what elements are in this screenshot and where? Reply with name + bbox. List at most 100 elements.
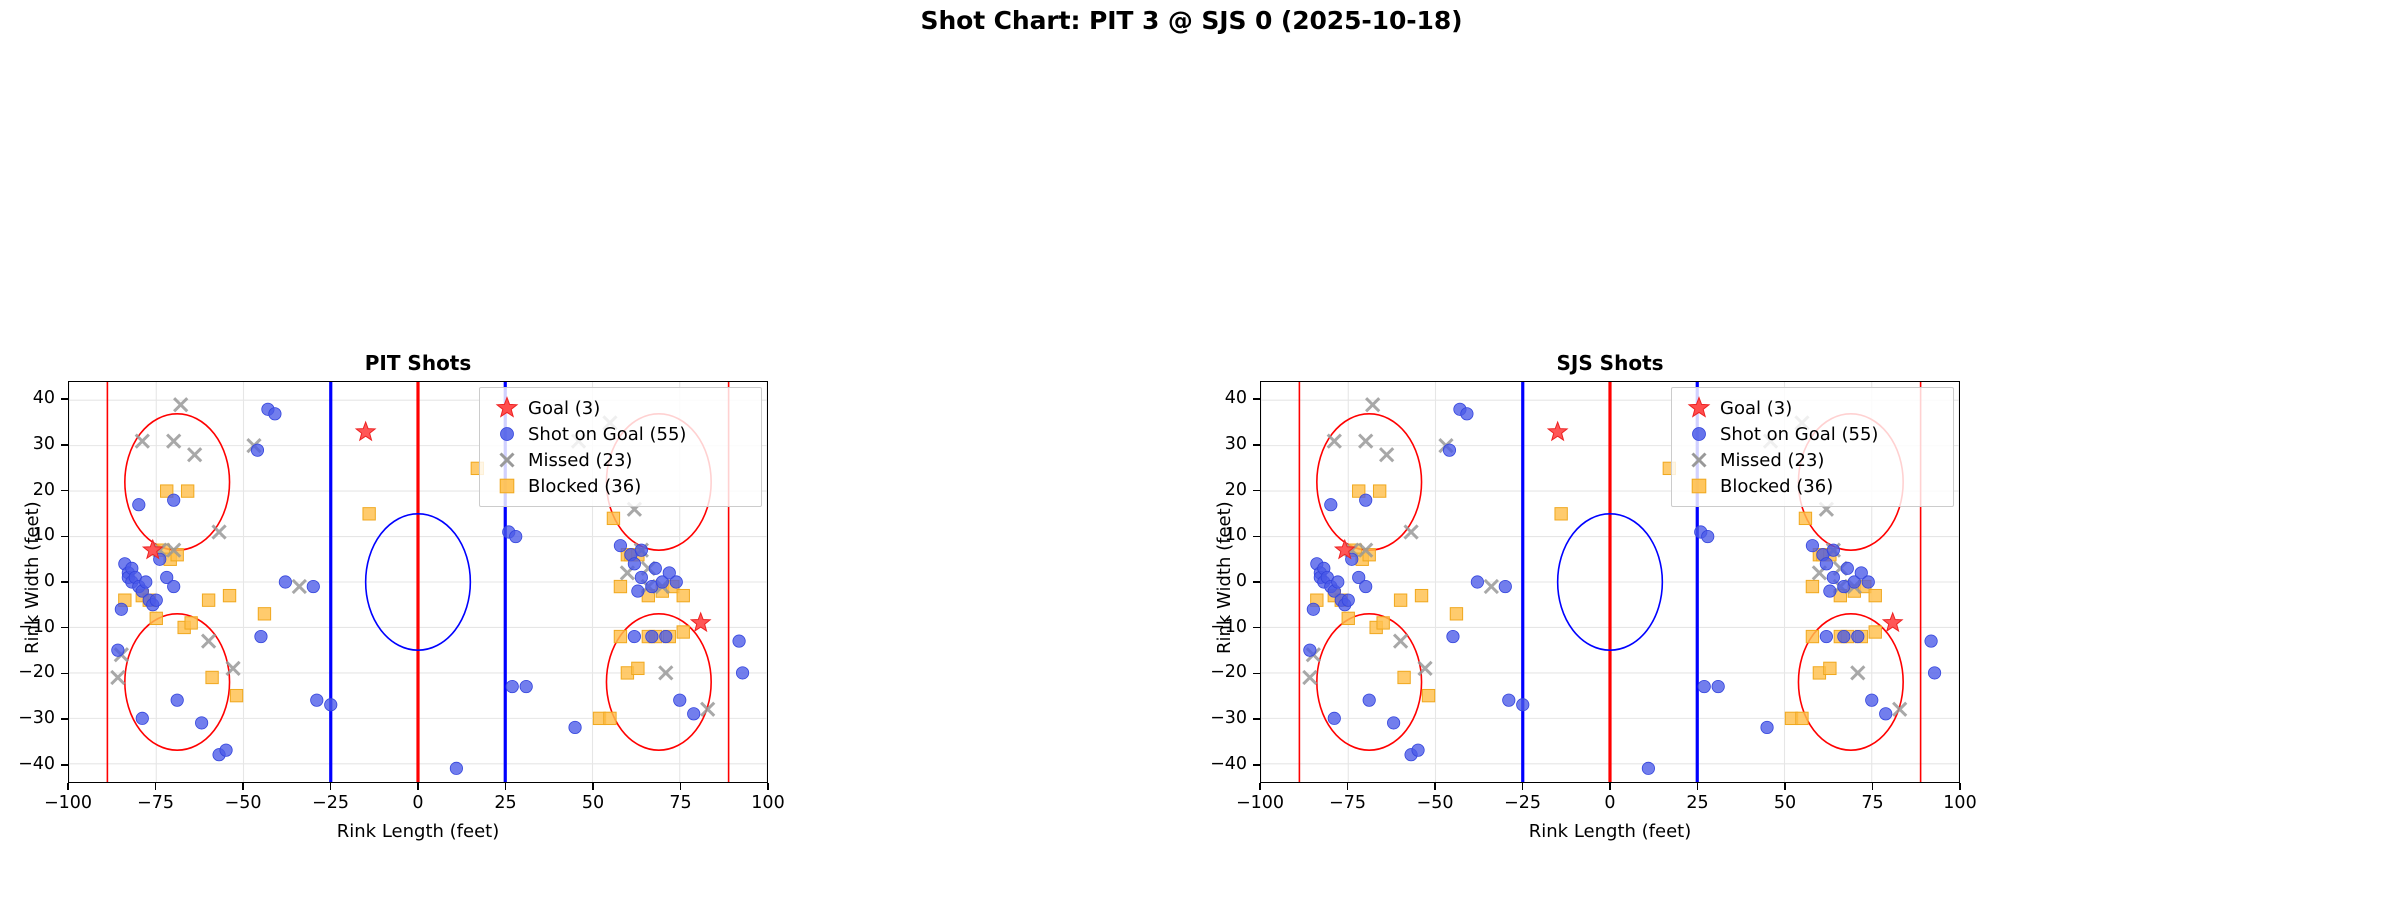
legend-item-shot_on_goal[interactable]: Shot on Goal (55) [1682, 421, 1943, 447]
series-circle [1303, 402, 1942, 775]
x-tick-mark [1784, 783, 1786, 790]
legend-sjs[interactable]: Goal (3) Shot on Goal (55) Missed (23) Bloc… [1671, 387, 1954, 507]
x-tick-mark [504, 783, 507, 790]
x-tick-label: 100 [751, 793, 785, 813]
y-tick-label: −10 [18, 616, 55, 637]
y-tick-mark [61, 489, 68, 492]
x-tick-mark [592, 783, 594, 790]
axes-title-pit: PIT Shots [364, 351, 472, 375]
y-tick-label: −10 [1210, 616, 1247, 637]
y-tick-label: −30 [1210, 708, 1247, 729]
x-tick-mark [679, 783, 682, 790]
x-tick-label: −50 [1416, 793, 1454, 813]
y-tick-mark [61, 626, 68, 629]
x-tick-label: −75 [1329, 793, 1366, 813]
axes-title-sjs: SJS Shots [1556, 351, 1664, 375]
x-tick-label: 0 [412, 793, 424, 813]
x-tick-label: 0 [1604, 793, 1616, 813]
y-tick-mark [61, 398, 68, 401]
x-tick-mark [417, 783, 419, 790]
star-marker-icon [1682, 396, 1716, 420]
legend-item-missed[interactable]: Missed (23) [1682, 447, 1943, 473]
x-tick-mark [1871, 783, 1874, 790]
legend-item-goal[interactable]: Goal (3) [490, 395, 751, 421]
y-tick-label: 10 [1224, 525, 1247, 546]
y-tick-label: 40 [32, 388, 55, 409]
y-tick-mark [61, 718, 68, 720]
x-tick-mark [1434, 783, 1436, 790]
x-tick-mark [329, 783, 332, 790]
x-tick-label: −100 [1235, 793, 1285, 813]
x-tick-label: −75 [137, 793, 174, 813]
y-tick-mark [1253, 444, 1260, 446]
x-tick-mark [154, 783, 157, 790]
series-star [1333, 420, 1904, 633]
y-tick-label: −30 [18, 708, 55, 729]
y-tick-mark [1253, 718, 1260, 720]
y-tick-mark [1253, 535, 1260, 538]
y-tick-mark [1253, 489, 1260, 492]
x-tick-mark [242, 783, 244, 790]
y-tick-mark [1253, 398, 1260, 401]
y-axis-label: Rink Width (feet) [1214, 501, 1235, 654]
legend-label: Missed (23) [1720, 449, 1825, 471]
legend-label: Missed (23) [528, 449, 633, 471]
legend-item-shot_on_goal[interactable]: Shot on Goal (55) [490, 421, 751, 447]
y-tick-label: 0 [43, 571, 55, 591]
y-tick-mark [61, 444, 68, 446]
plot-canvas-sjs [1261, 382, 1959, 782]
y-tick-mark [61, 763, 68, 766]
x-tick-mark [1521, 783, 1524, 790]
y-tick-mark [1253, 763, 1260, 766]
x-tick-mark [1959, 783, 1961, 790]
x-tick-label: −100 [43, 793, 93, 813]
square-marker-icon [1682, 474, 1716, 498]
y-tick-mark [1253, 672, 1260, 675]
y-tick-mark [61, 581, 68, 583]
x-tick-label: 75 [669, 793, 692, 813]
legend-label: Goal (3) [528, 397, 601, 419]
y-tick-label: 20 [32, 479, 55, 500]
subplot-sjs: SJS Shots −40 −30 −20 −10 0 10 20 30 40 −100 −75 −50… [1192, 0, 2383, 919]
y-tick-mark [1253, 626, 1260, 629]
legend-label: Blocked (36) [528, 475, 642, 497]
x-tick-mark [767, 783, 769, 790]
y-tick-label: 40 [1224, 388, 1247, 409]
y-tick-label: 30 [1224, 433, 1247, 454]
circle-marker-icon [490, 422, 524, 446]
legend-label: Goal (3) [1720, 397, 1793, 419]
y-tick-label: −20 [1210, 662, 1247, 683]
plot-canvas-pit [69, 382, 767, 782]
y-tick-label: 0 [1235, 571, 1247, 591]
x-tick-mark [1346, 783, 1349, 790]
series-star [141, 420, 712, 633]
x-tick-label: −25 [1504, 793, 1541, 813]
legend-label: Shot on Goal (55) [1720, 423, 1879, 445]
x-tick-label: 75 [1861, 793, 1884, 813]
x-axis-label: Rink Length (feet) [1528, 821, 1692, 842]
legend-item-missed[interactable]: Missed (23) [490, 447, 751, 473]
x-tick-label: 50 [1773, 793, 1797, 813]
x-tick-mark [1696, 783, 1699, 790]
x-axis-label: Rink Length (feet) [336, 821, 500, 842]
legend-item-blocked[interactable]: Blocked (36) [490, 473, 751, 499]
x-tick-label: 25 [1686, 793, 1709, 813]
y-tick-label: −40 [18, 753, 55, 774]
x-tick-label: −50 [224, 793, 262, 813]
y-tick-label: 30 [32, 433, 55, 454]
x-tick-label: 100 [1943, 793, 1977, 813]
x-marker-icon [1682, 448, 1716, 472]
x-tick-mark [1259, 783, 1261, 790]
y-tick-mark [61, 672, 68, 675]
y-tick-label: −20 [18, 662, 55, 683]
x-tick-label: 25 [494, 793, 517, 813]
square-marker-icon [490, 474, 524, 498]
legend-item-blocked[interactable]: Blocked (36) [1682, 473, 1943, 499]
legend-label: Blocked (36) [1720, 475, 1834, 497]
y-tick-label: −40 [1210, 753, 1247, 774]
legend-item-goal[interactable]: Goal (3) [1682, 395, 1943, 421]
series-circle [111, 402, 750, 775]
legend-pit[interactable]: Goal (3) Shot on Goal (55) Missed (23) Bloc… [479, 387, 762, 507]
circle-marker-icon [1682, 422, 1716, 446]
